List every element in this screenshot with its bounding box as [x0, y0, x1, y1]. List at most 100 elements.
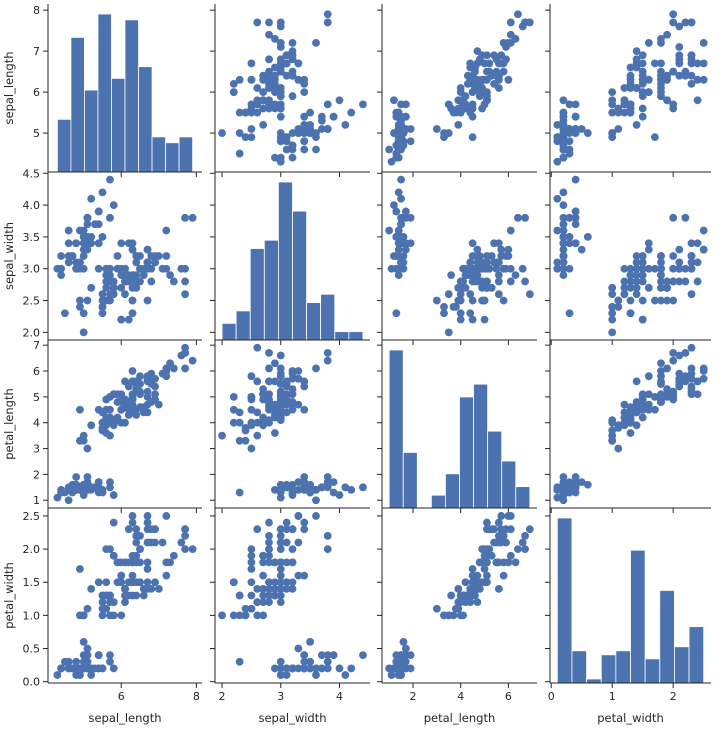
point-sepal_length-vs-sepal_width-147: [276, 67, 285, 76]
point-petal_width-vs-sepal_length-147: [136, 545, 144, 553]
point-petal_length-vs-sepal_length-36: [98, 488, 107, 497]
point-sepal_width-vs-sepal_length-103: [128, 271, 137, 279]
point-sepal_width-vs-petal_width-144: [699, 245, 708, 254]
point-petal_width-vs-sepal_length-31: [94, 651, 103, 660]
point-petal_width-vs-sepal_length-40: [79, 657, 88, 666]
point-petal_length-vs-petal_width-134: [632, 377, 641, 386]
point-petal_length-vs-petal_width-105: [675, 351, 684, 360]
point-petal_length-vs-petal_width-24: [559, 473, 568, 481]
point-sepal_length-vs-petal_length-42: [392, 153, 401, 162]
point-sepal_length-vs-petal_width-139: [675, 51, 684, 60]
point-petal_length-vs-sepal_width-105: [276, 351, 285, 360]
point-sepal_width-vs-sepal_length-125: [162, 252, 171, 260]
point-petal_length-vs-petal_width-13: [553, 493, 562, 502]
point-sepal_length-vs-petal_width-142: [663, 96, 671, 105]
point-petal_width-vs-petal_length-149: [483, 558, 491, 567]
point-sepal_width-vs-sepal_length-131: [188, 213, 197, 222]
hist-bar-petal_length-6: [473, 383, 489, 509]
point-sepal_length-vs-petal_length-139: [490, 51, 498, 60]
point-sepal_width-vs-sepal_length-24: [72, 239, 81, 248]
point-sepal_width-vs-sepal_length-8: [57, 271, 66, 279]
point-petal_width-vs-sepal_length-119: [117, 578, 126, 587]
point-petal_length-vs-sepal_width-60: [218, 431, 226, 440]
point-sepal_width-vs-petal_width-60: [608, 328, 617, 337]
point-sepal_width-vs-sepal_length-114: [109, 277, 118, 286]
y-tick-label: 3.5: [23, 231, 41, 244]
point-sepal_width-vs-petal_width-141: [687, 258, 696, 267]
point-petal_width-vs-petal_length-137: [492, 558, 501, 567]
point-sepal_width-vs-petal_length-37: [394, 226, 403, 235]
hist-bar-sepal_width-8: [334, 331, 350, 341]
point-petal_width-vs-petal_length-13: [387, 671, 396, 679]
point-sepal_width-vs-petal_width-98: [614, 296, 623, 305]
point-petal_width-vs-petal_length-86: [473, 578, 482, 587]
point-sepal_length-vs-petal_width-132: [681, 71, 690, 80]
point-sepal_width-vs-petal_width-132: [681, 277, 690, 286]
point-petal_width-vs-sepal_width-84: [276, 578, 285, 587]
point-sepal_length-vs-petal_width-135: [687, 18, 696, 27]
hist-bar-petal_width-5: [630, 549, 646, 684]
point-sepal_width-vs-petal_length-98: [432, 296, 441, 305]
point-petal_length-vs-sepal_width-48: [317, 483, 326, 492]
point-petal_length-vs-petal_width-130: [663, 364, 671, 373]
point-petal_length-vs-sepal_length-24: [72, 473, 81, 481]
x-tick-label: 2: [219, 690, 226, 703]
point-petal_length-vs-petal_width-95: [620, 413, 629, 422]
point-petal_width-vs-sepal_width-67: [259, 611, 268, 620]
point-petal_width-vs-sepal_width-141: [282, 525, 291, 534]
point-petal_width-vs-sepal_length-86: [143, 578, 152, 587]
point-sepal_length-vs-sepal_width-125: [288, 39, 297, 47]
panel-sepal_length-vs-petal_length: [377, 4, 537, 177]
point-sepal_width-vs-petal_width-109: [699, 226, 708, 235]
point-petal_length-vs-sepal_width-134: [253, 377, 262, 386]
point-petal_width-vs-sepal_width-81: [241, 611, 250, 620]
point-petal_width-vs-sepal_width-133: [265, 578, 273, 587]
point-petal_width-vs-sepal_length-90: [98, 598, 107, 607]
point-sepal_length-vs-sepal_width-142: [259, 96, 268, 105]
point-sepal_length-vs-sepal_width-98: [247, 125, 256, 133]
point-sepal_width-vs-petal_length-116: [492, 264, 501, 273]
point-sepal_width-vs-sepal_length-87: [128, 309, 137, 318]
point-petal_width-vs-petal_length-147: [485, 545, 494, 553]
point-petal_length-vs-sepal_length-138: [117, 398, 126, 406]
panel-sepal_width-vs-sepal_width: [210, 172, 370, 345]
point-petal_width-vs-sepal_length-144: [143, 512, 152, 520]
hist-bar-petal_length-8: [501, 460, 517, 509]
point-petal_width-vs-sepal_width-49: [294, 664, 303, 673]
point-petal_length-vs-sepal_length-81: [98, 426, 107, 435]
point-petal_length-vs-petal_width-59: [632, 421, 641, 430]
y-tick-label: 0.0: [23, 676, 41, 689]
point-petal_width-vs-petal_length-133: [483, 578, 491, 587]
hist-bar-sepal_length-5: [124, 19, 139, 173]
point-sepal_length-vs-petal_width-121: [669, 104, 678, 113]
point-sepal_width-vs-petal_length-117: [521, 213, 529, 222]
point-petal_length-vs-sepal_width-115: [288, 385, 297, 394]
point-sepal_length-vs-sepal_width-76: [265, 55, 273, 64]
point-sepal_width-vs-petal_width-147: [669, 264, 678, 273]
hist-bar-petal_width-2: [586, 678, 602, 684]
point-sepal_width-vs-petal_width-88: [626, 264, 635, 273]
point-petal_length-vs-sepal_width-135: [276, 364, 285, 373]
point-sepal_width-vs-petal_length-14: [390, 201, 398, 209]
point-petal_length-vs-sepal_width-53: [235, 418, 244, 427]
point-petal_width-vs-sepal_width-104: [276, 531, 285, 540]
point-sepal_length-vs-sepal_width-143: [288, 55, 297, 64]
point-petal_width-vs-sepal_width-107: [270, 558, 279, 567]
point-petal_width-vs-sepal_width-6: [300, 657, 309, 666]
point-sepal_length-vs-petal_width-66: [638, 104, 647, 113]
y-axis-label-sepal_length: sepal_length: [2, 51, 16, 124]
point-petal_width-vs-petal_length-122: [521, 545, 529, 553]
hist-bar-petal_width-6: [644, 658, 661, 684]
point-sepal_width-vs-petal_width-65: [632, 258, 641, 267]
point-sepal_width-vs-sepal_length-46: [83, 213, 92, 222]
point-petal_width-vs-sepal_width-22: [312, 664, 320, 673]
point-sepal_length-vs-petal_width-97: [626, 80, 635, 88]
hist-bar-petal_width-0: [556, 517, 573, 684]
point-petal_width-vs-petal_length-44: [406, 651, 415, 660]
point-sepal_width-vs-petal_width-21: [571, 220, 580, 229]
panel-petal_length-vs-petal_width: [545, 340, 711, 513]
panel-petal_width-vs-petal_length: 2 4 6: [377, 508, 537, 703]
point-sepal_length-vs-petal_width-102: [675, 43, 684, 51]
point-petal_length-vs-sepal_width-138: [276, 398, 285, 406]
point-sepal_width-vs-sepal_length-100: [128, 245, 137, 254]
